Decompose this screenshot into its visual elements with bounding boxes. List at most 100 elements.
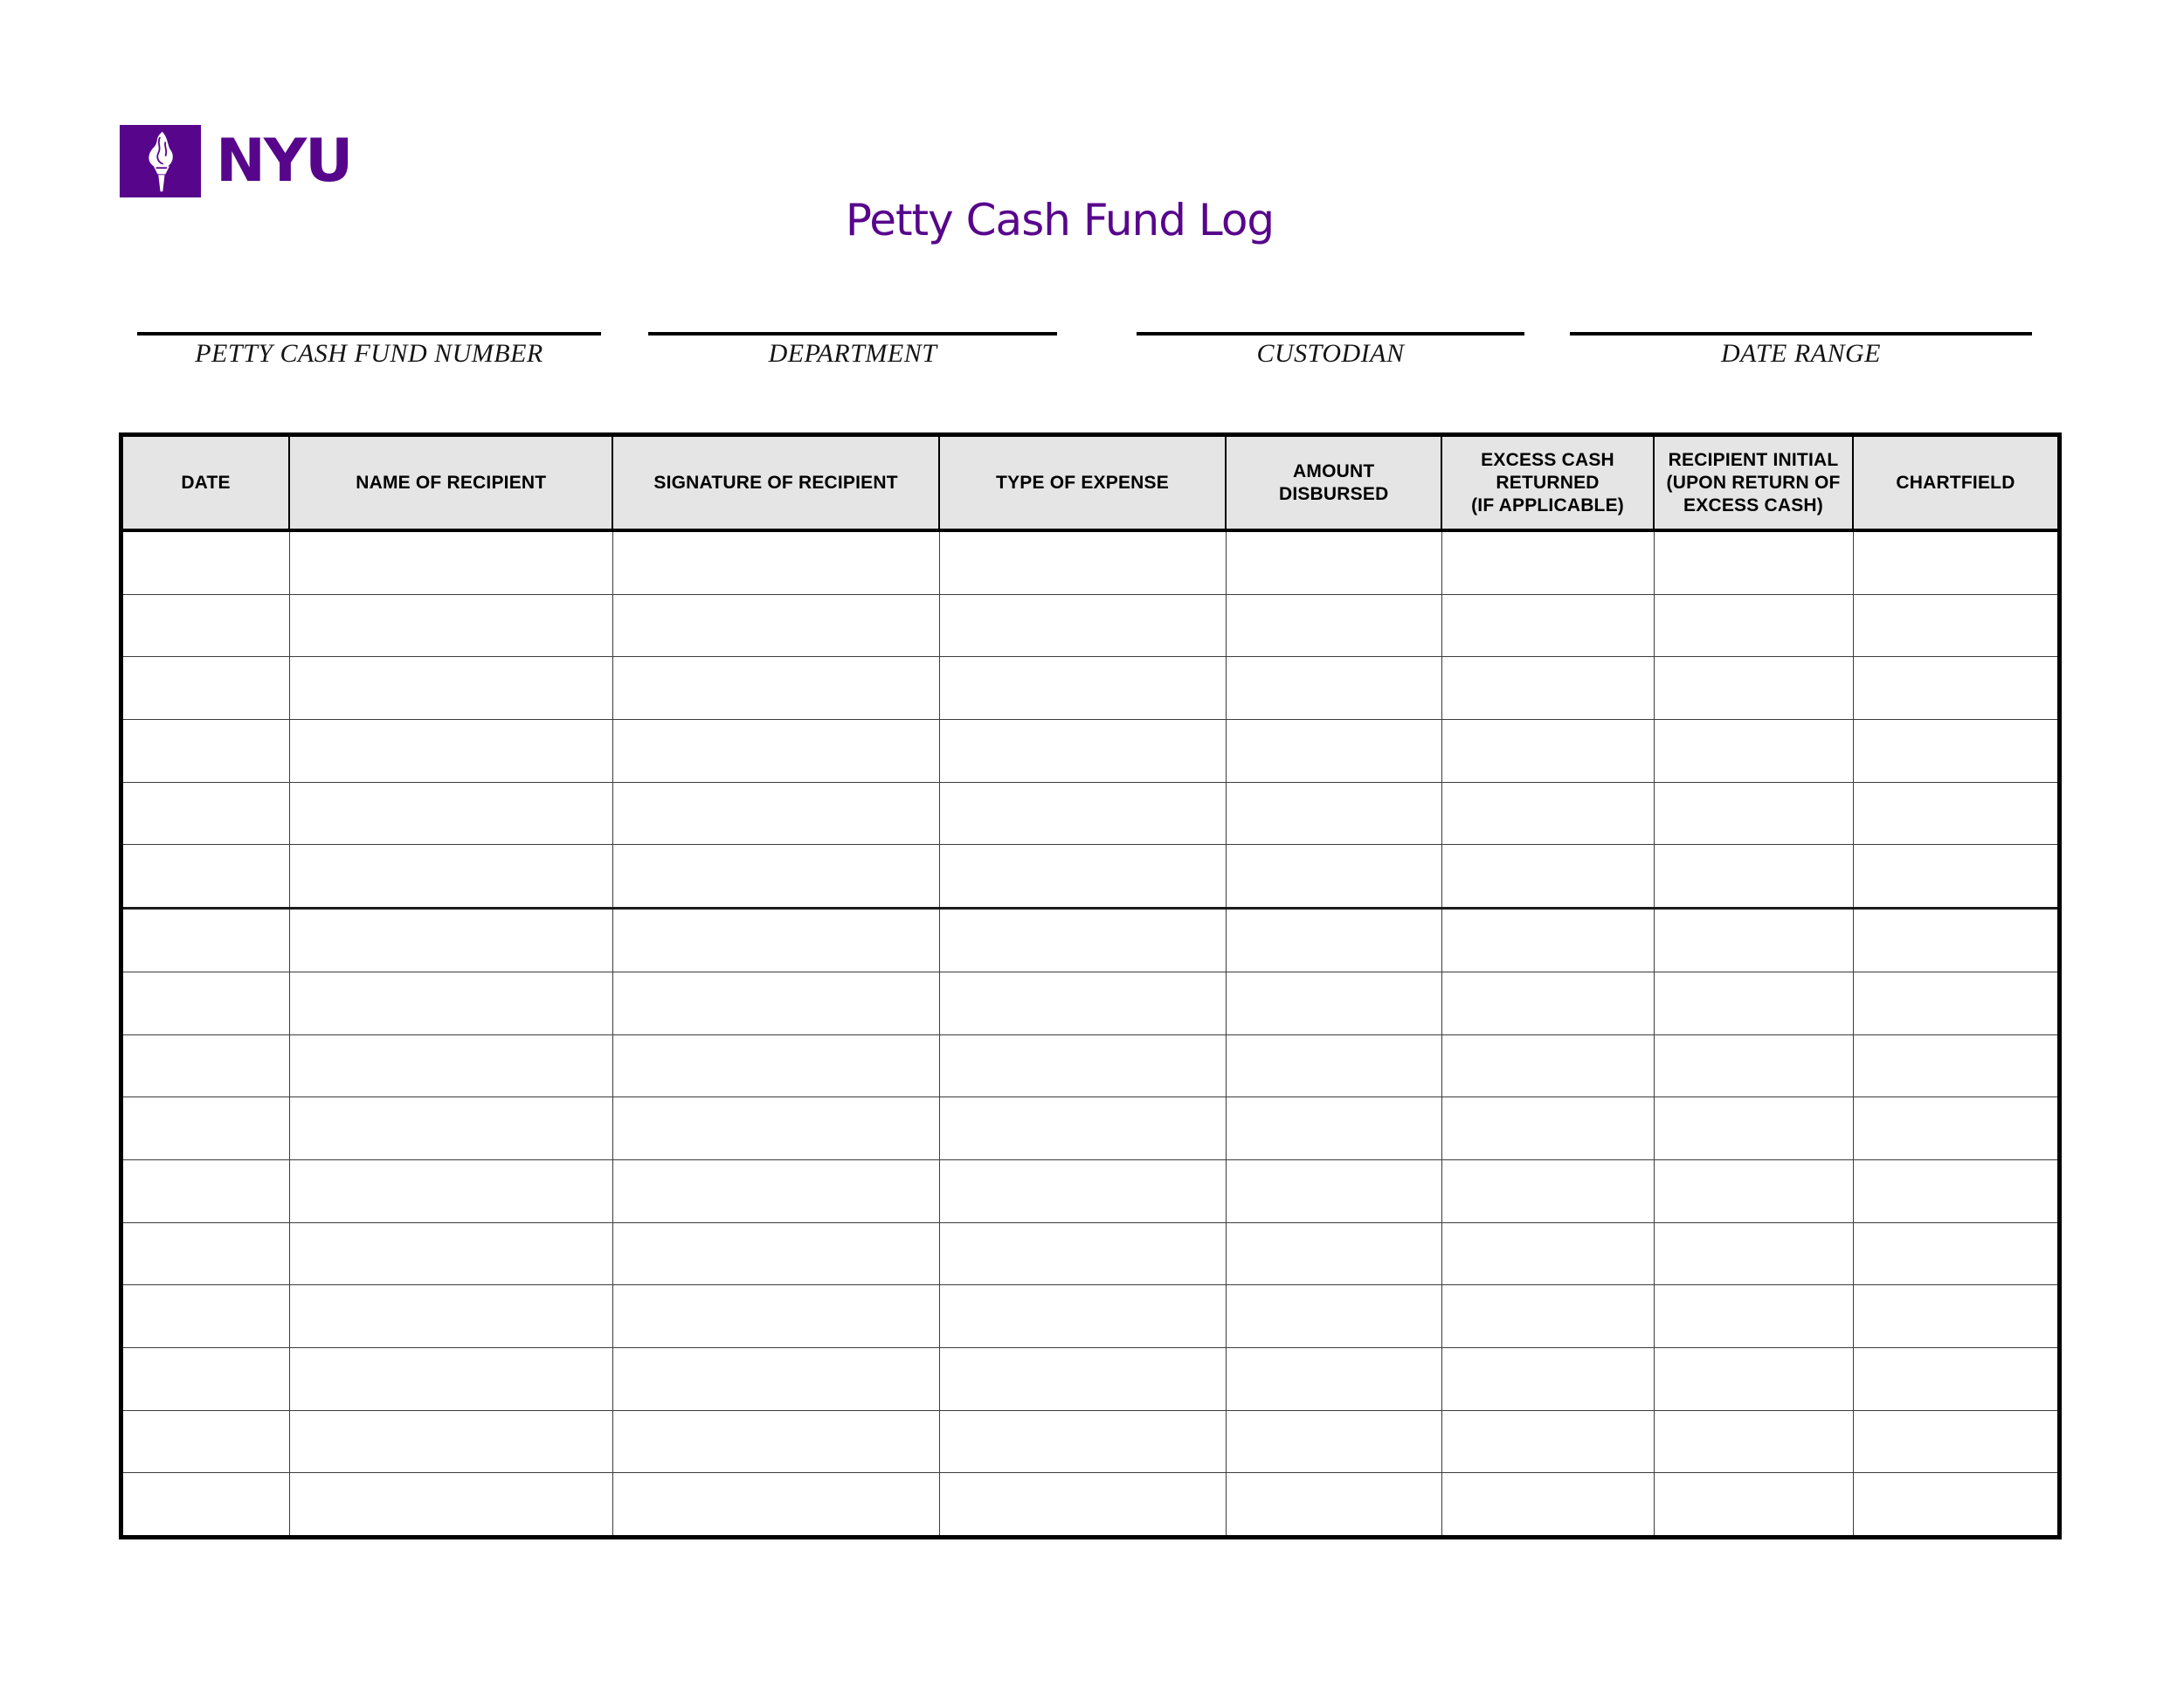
table-cell-empty xyxy=(1854,972,2057,1034)
table-cell-empty xyxy=(123,1410,291,1473)
table-cell-empty xyxy=(290,1097,614,1159)
column-header-signature-of-recipient: SIGNATURE OF RECIPIENT xyxy=(613,437,940,529)
table-cell-empty xyxy=(940,782,1227,845)
table-row xyxy=(123,657,2057,721)
table-cell-empty xyxy=(290,1285,614,1347)
table-cell-empty xyxy=(1227,1097,1443,1159)
table-cell-empty xyxy=(1854,845,2057,907)
field-label: DATE RANGE xyxy=(1720,339,1882,368)
table-cell-empty xyxy=(290,594,614,657)
table-row xyxy=(123,594,2057,658)
torch-icon xyxy=(148,131,173,191)
table-cell-empty xyxy=(1854,1160,2057,1222)
table-cell-empty xyxy=(1854,1348,2057,1410)
table-cell-empty xyxy=(1854,1097,2057,1159)
table-cell-empty xyxy=(940,910,1227,972)
table-cell-empty xyxy=(940,657,1227,720)
table-cell-empty xyxy=(940,1034,1227,1097)
table-cell-empty xyxy=(123,1473,291,1535)
table-cell-empty xyxy=(1442,1410,1655,1473)
table-cell-empty xyxy=(1227,1222,1443,1285)
table-cell-empty xyxy=(1442,1285,1655,1347)
table-cell-empty xyxy=(940,1285,1227,1347)
table-row xyxy=(123,910,2057,972)
table-cell-empty xyxy=(290,1347,614,1410)
table-cell-empty xyxy=(1227,1034,1443,1097)
table-cell-empty xyxy=(290,910,614,972)
table-cell-empty xyxy=(1442,657,1655,720)
table-cell-empty xyxy=(123,782,291,845)
table-cell-empty xyxy=(290,782,614,845)
table-cell-empty xyxy=(613,720,940,782)
table-cell-empty xyxy=(1854,910,2057,972)
table-cell-empty xyxy=(290,1034,614,1097)
column-header-amount-disbursed: AMOUNT DISBURSED xyxy=(1227,437,1443,529)
table-row xyxy=(123,972,2057,1035)
field-date-range: DATE RANGE xyxy=(1570,332,2032,370)
table-cell-empty xyxy=(940,532,1227,594)
table-cell-empty xyxy=(290,1410,614,1473)
table-cell-empty xyxy=(940,594,1227,657)
field-custodian: CUSTODIAN xyxy=(1137,332,1524,370)
field-label: CUSTODIAN xyxy=(1256,339,1405,368)
table-cell-empty xyxy=(613,845,940,908)
table-cell-empty xyxy=(1655,1097,1855,1159)
table-cell-empty xyxy=(1854,1285,2057,1347)
table-cell-empty xyxy=(940,1410,1227,1473)
table-cell-empty xyxy=(1655,1159,1855,1222)
table-row xyxy=(123,720,2057,783)
table-cell-empty xyxy=(940,1097,1227,1159)
table-cell-empty xyxy=(1227,532,1443,594)
table-cell-empty xyxy=(1655,910,1855,972)
table-cell-empty xyxy=(613,1034,940,1097)
table-body xyxy=(123,532,2057,1535)
column-header-type-of-expense: TYPE OF EXPENSE xyxy=(940,437,1227,529)
table-cell-empty xyxy=(1854,1223,2057,1285)
table-cell-empty xyxy=(613,657,940,720)
table-row xyxy=(123,1159,2057,1223)
petty-cash-log-table: DATE NAME OF RECIPIENT SIGNATURE OF RECI… xyxy=(119,432,2062,1539)
table-cell-empty xyxy=(1442,532,1655,594)
table-row xyxy=(123,532,2057,595)
table-cell-empty xyxy=(1655,1473,1855,1535)
table-cell-empty xyxy=(1854,595,2057,657)
table-cell-empty xyxy=(1227,782,1443,845)
field-label: PETTY CASH FUND NUMBER xyxy=(195,339,543,368)
table-cell-empty xyxy=(1227,1285,1443,1347)
table-cell-empty xyxy=(1655,657,1855,720)
nyu-wordmark: NYU xyxy=(216,127,353,196)
table-cell-empty xyxy=(1442,845,1655,908)
field-petty-cash-fund-number: PETTY CASH FUND NUMBER xyxy=(137,332,601,370)
table-cell-empty xyxy=(123,1347,291,1410)
table-cell-empty xyxy=(1442,972,1655,1034)
table-cell-empty xyxy=(1854,720,2057,782)
table-cell-empty xyxy=(613,972,940,1034)
table-cell-empty xyxy=(940,1473,1227,1535)
table-cell-empty xyxy=(613,1347,940,1410)
table-cell-empty xyxy=(123,594,291,657)
table-cell-empty xyxy=(123,1285,291,1347)
table-cell-empty xyxy=(940,1159,1227,1222)
table-cell-empty xyxy=(1655,1347,1855,1410)
table-cell-empty xyxy=(290,845,614,908)
table-cell-empty xyxy=(123,532,291,594)
table-cell-empty xyxy=(1227,910,1443,972)
table-cell-empty xyxy=(290,532,614,594)
table-cell-empty xyxy=(123,1159,291,1222)
table-cell-empty xyxy=(613,1222,940,1285)
table-cell-empty xyxy=(940,845,1227,908)
table-cell-empty xyxy=(123,972,291,1034)
table-cell-empty xyxy=(1655,782,1855,845)
table-cell-empty xyxy=(1442,1034,1655,1097)
table-cell-empty xyxy=(1227,657,1443,720)
table-cell-empty xyxy=(1655,1034,1855,1097)
table-row xyxy=(123,1347,2057,1411)
table-cell-empty xyxy=(1227,1410,1443,1473)
table-cell-empty xyxy=(1655,720,1855,782)
table-cell-empty xyxy=(1227,972,1443,1034)
table-cell-empty xyxy=(290,657,614,720)
field-label: DEPARTMENT xyxy=(768,339,937,368)
table-cell-empty xyxy=(940,1222,1227,1285)
column-header-excess-cash-returned: EXCESS CASH RETURNED (IF APPLICABLE) xyxy=(1442,437,1655,529)
